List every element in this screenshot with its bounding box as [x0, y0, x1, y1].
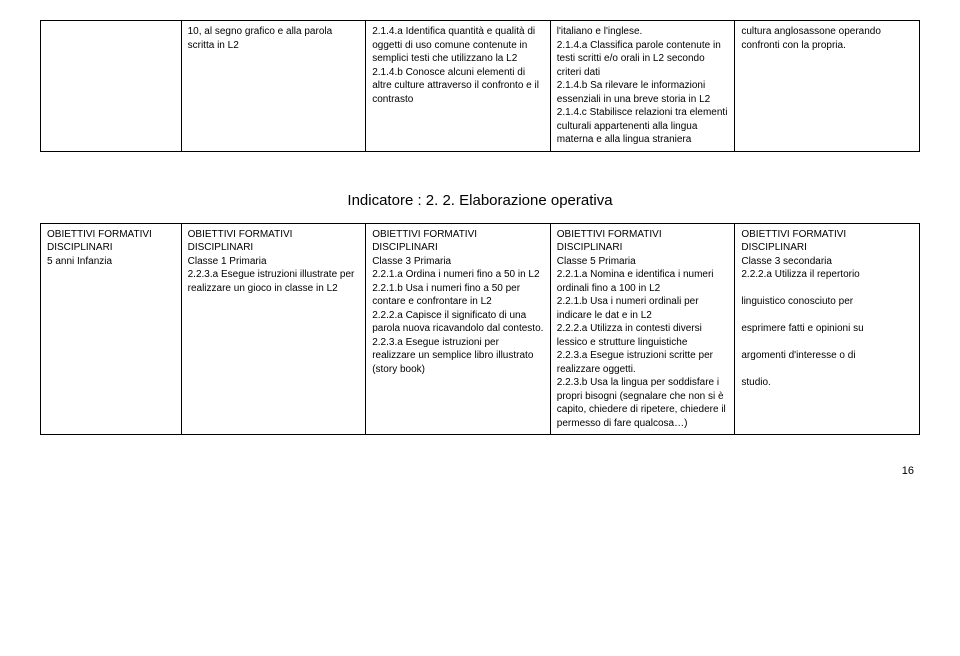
cell: OBIETTIVI FORMATIVI DISCIPLINARI Classe …	[735, 223, 920, 435]
cell: OBIETTIVI FORMATIVI DISCIPLINARI Classe …	[550, 223, 735, 435]
cell: 10, al segno grafico e alla parola scrit…	[181, 21, 366, 152]
bottom-table: OBIETTIVI FORMATIVI DISCIPLINARI 5 anni …	[40, 223, 920, 436]
page-number: 16	[40, 465, 920, 477]
table-row: OBIETTIVI FORMATIVI DISCIPLINARI 5 anni …	[41, 223, 920, 435]
cell: cultura anglosassone operando confronti …	[735, 21, 920, 152]
table-row: 10, al segno grafico e alla parola scrit…	[41, 21, 920, 152]
top-table: 10, al segno grafico e alla parola scrit…	[40, 20, 920, 152]
cell: l'italiano e l'inglese. 2.1.4.a Classifi…	[550, 21, 735, 152]
cell: OBIETTIVI FORMATIVI DISCIPLINARI Classe …	[181, 223, 366, 435]
cell: OBIETTIVI FORMATIVI DISCIPLINARI 5 anni …	[41, 223, 182, 435]
indicator-heading: Indicatore : 2. 2. Elaborazione operativ…	[40, 192, 920, 209]
cell: OBIETTIVI FORMATIVI DISCIPLINARI Classe …	[366, 223, 551, 435]
cell: 2.1.4.a Identifica quantità e qualità di…	[366, 21, 551, 152]
cell-blank	[41, 21, 182, 152]
